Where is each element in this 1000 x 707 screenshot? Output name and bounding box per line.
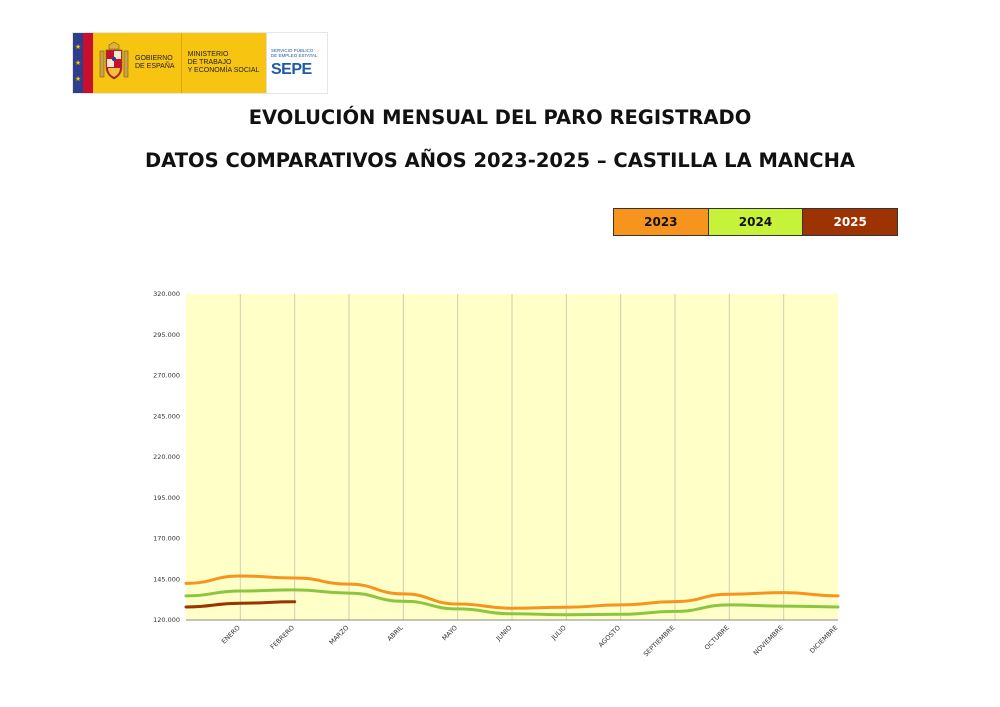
- sepe-wordmark: SEPE: [271, 60, 312, 78]
- x-tick-label: FEBRERO: [269, 624, 296, 651]
- y-tick-label: 295.000: [153, 331, 180, 339]
- logo-bar: ★ ★ ★ GOBIERNO DE ESPAÑA MINISTERIO DE TRA…: [72, 32, 328, 94]
- government-logo: GOBIERNO DE ESPAÑA: [93, 33, 181, 93]
- coat-of-arms-icon: [99, 41, 129, 80]
- x-tick-label: JUNIO: [494, 624, 514, 644]
- legend-item-2025: 2025: [803, 209, 898, 235]
- x-tick-label: MAYO: [440, 624, 459, 643]
- y-tick-label: 220.000: [153, 453, 180, 461]
- x-tick-label: SEPTIEMBRE: [642, 624, 677, 659]
- y-tick-label: 320.000: [153, 290, 180, 298]
- chart-title: EVOLUCIÓN MENSUAL DEL PARO REGISTRADO: [248, 106, 752, 129]
- y-tick-label: 270.000: [153, 372, 180, 380]
- y-tick-label: 245.000: [153, 412, 180, 420]
- y-tick-label: 145.000: [153, 575, 180, 583]
- legend-item-2024: 2024: [708, 209, 804, 235]
- x-tick-label: ABRIL: [386, 623, 405, 642]
- y-tick-label: 195.000: [153, 494, 180, 502]
- x-tick-label: OCTUBRE: [703, 624, 731, 652]
- chart-subtitle: DATOS COMPARATIVOS AÑOS 2023-2025 – CAST…: [144, 149, 856, 172]
- sepe-subtitle: SERVICIO PÚBLICO DE EMPLEO ESTATAL: [271, 47, 318, 58]
- government-text: GOBIERNO DE ESPAÑA: [135, 55, 175, 70]
- ministry-logo: MINISTERIO DE TRABAJO Y ECONOMÍA SOCIAL: [180, 33, 266, 93]
- x-tick-label: DICIEMBRE: [808, 624, 839, 655]
- legend: 2023 2024 2025: [613, 208, 898, 236]
- x-tick-label: JULIO: [549, 624, 568, 643]
- series-line-2023: [184, 574, 840, 610]
- x-tick-label: ENERO: [220, 624, 242, 646]
- x-tick-label: AGOSTO: [597, 624, 622, 649]
- ministry-text: MINISTERIO DE TRABAJO Y ECONOMÍA SOCIAL: [187, 51, 260, 74]
- series-line-2025: [184, 600, 297, 609]
- eu-stars-icon: ★ ★ ★: [74, 43, 82, 83]
- y-tick-label: 170.000: [153, 535, 180, 543]
- y-tick-label: 120.000: [153, 616, 180, 624]
- legend-item-2023: 2023: [614, 209, 709, 235]
- eu-flag-icon: ★ ★ ★: [73, 33, 93, 93]
- x-tick-label: MARZO: [328, 624, 351, 647]
- sepe-logo: SERVICIO PÚBLICO DE EMPLEO ESTATAL SEPE: [266, 33, 327, 93]
- series-line-2024: [184, 588, 840, 617]
- x-tick-label: NOVIEMBRE: [752, 624, 785, 657]
